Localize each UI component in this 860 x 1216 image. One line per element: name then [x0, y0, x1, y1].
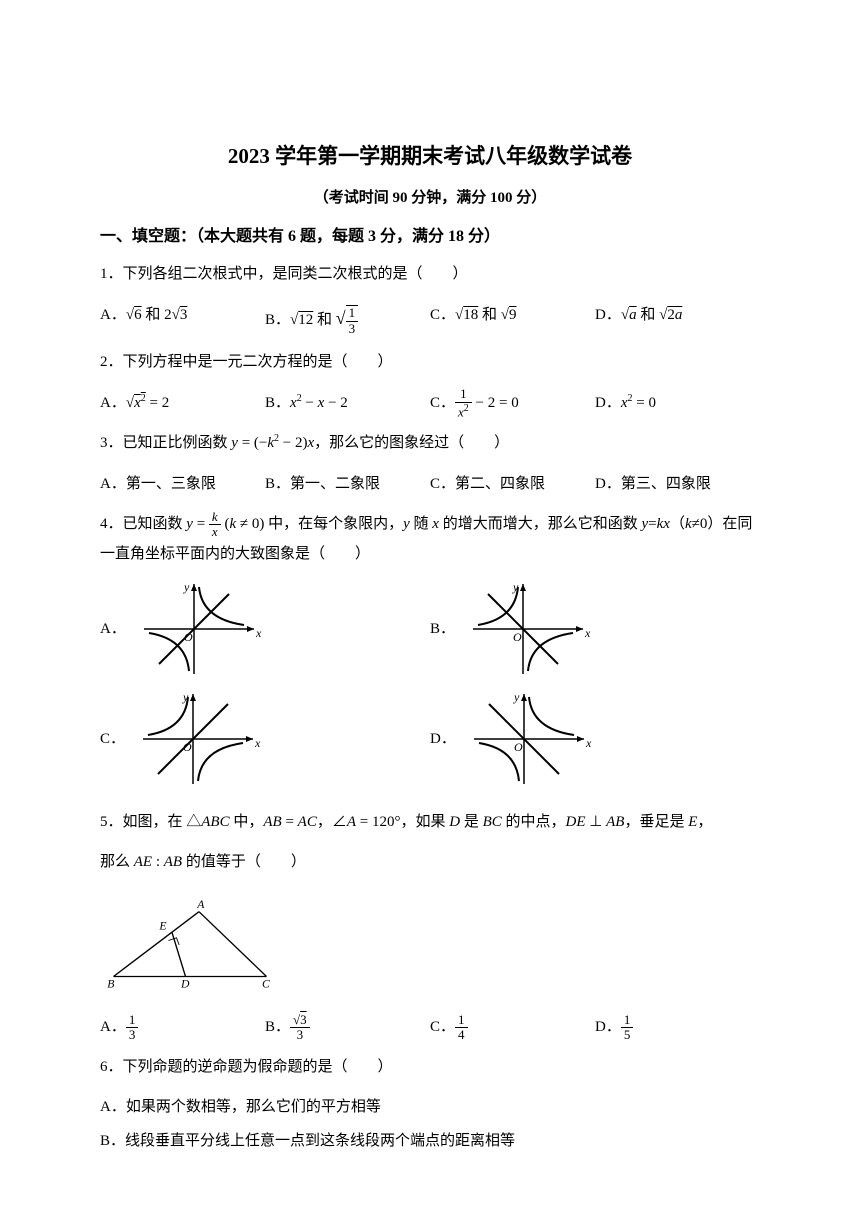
q3-option-d: D．第三、四象限: [595, 468, 760, 501]
svg-text:B: B: [107, 977, 114, 990]
svg-text:y: y: [513, 690, 520, 704]
q3-option-b: B．第一、二象限: [265, 468, 430, 501]
question-5-options: A．13 B．√33 C．14 D．15: [100, 1011, 760, 1044]
q5-option-d: D．15: [595, 1011, 760, 1044]
question-3-options: A．第一、三象限 B．第一、二象限 C．第二、四象限 D．第三、四象限: [100, 468, 760, 501]
q4-option-a: A． x y O: [100, 579, 430, 679]
q5-option-c: C．14: [430, 1011, 595, 1044]
q2-option-d: D．x2 = 0: [595, 387, 760, 420]
svg-text:x: x: [255, 626, 262, 640]
q1-option-d: D．√a 和 √2a: [595, 299, 760, 339]
question-2: 2．下列方程中是一元二次方程的是（ ）: [100, 347, 760, 377]
svg-text:O: O: [514, 740, 523, 754]
graph-c-icon: x y O: [133, 689, 263, 789]
graph-b-icon: x y O: [463, 579, 593, 679]
q2-option-c: C．1x2 − 2 = 0: [430, 387, 595, 420]
svg-text:O: O: [513, 630, 522, 644]
q1-option-b: B．√12 和 √13: [265, 299, 430, 339]
question-1-options: A．√6 和 2√3 B．√12 和 √13 C．√18 和 √9 D．√a 和…: [100, 299, 760, 339]
svg-text:x: x: [584, 626, 591, 640]
exam-title: 2023 学年第一学期期末考试八年级数学试卷: [100, 140, 760, 174]
svg-text:E: E: [158, 920, 166, 933]
q5-option-b: B．√33: [265, 1011, 430, 1044]
q1-option-a: A．√6 和 2√3: [100, 299, 265, 339]
triangle-diagram-icon: A B C D E: [100, 895, 280, 995]
question-4-graphs: A． x y O B． x y O C．: [100, 579, 760, 799]
question-1: 1．下列各组二次根式中，是同类二次根式的是（ ）: [100, 259, 760, 289]
q5-option-a: A．13: [100, 1011, 265, 1044]
graph-d-icon: x y O: [464, 689, 594, 789]
question-5-line1: 5．如图，在 △ABC 中，AB = AC，∠A = 120°，如果 D 是 B…: [100, 807, 760, 837]
q4-option-d: D． x y O: [430, 689, 760, 789]
q1-option-c: C．√18 和 √9: [430, 299, 595, 339]
svg-text:x: x: [585, 736, 592, 750]
q6-option-b: B．线段垂直平分线上任意一点到这条线段两个端点的距离相等: [100, 1126, 760, 1156]
question-3: 3．已知正比例函数 y = (−k2 − 2)x，那么它的图象经过（ ）: [100, 428, 760, 458]
section-1-header: 一、填空题：（本大题共有 6 题，每题 3 分，满分 18 分）: [100, 224, 760, 250]
svg-text:D: D: [180, 977, 190, 990]
q6-option-a: A．如果两个数相等，那么它们的平方相等: [100, 1092, 760, 1122]
svg-text:A: A: [196, 898, 205, 911]
svg-text:C: C: [262, 977, 270, 990]
svg-text:y: y: [183, 580, 190, 594]
q3-option-c: C．第二、四象限: [430, 468, 595, 501]
graph-a-icon: x y O: [134, 579, 264, 679]
q2-option-b: B．x2 − x − 2: [265, 387, 430, 420]
question-6: 6．下列命题的逆命题为假命题的是（ ）: [100, 1052, 760, 1082]
exam-subtitle: （考试时间 90 分钟，满分 100 分）: [100, 186, 760, 210]
q4-option-c: C． x y O: [100, 689, 430, 789]
question-4: 4．已知函数 y = kx (k ≠ 0) 中，在每个象限内，y 随 x 的增大…: [100, 509, 760, 569]
q2-option-a: A．√x2 = 2: [100, 387, 265, 420]
q4-option-b: B． x y O: [430, 579, 760, 679]
question-5-line2: 那么 AE : AB 的值等于（ ）: [100, 847, 760, 877]
question-2-options: A．√x2 = 2 B．x2 − x − 2 C．1x2 − 2 = 0 D．x…: [100, 387, 760, 420]
q3-option-a: A．第一、三象限: [100, 468, 265, 501]
svg-text:x: x: [254, 736, 261, 750]
